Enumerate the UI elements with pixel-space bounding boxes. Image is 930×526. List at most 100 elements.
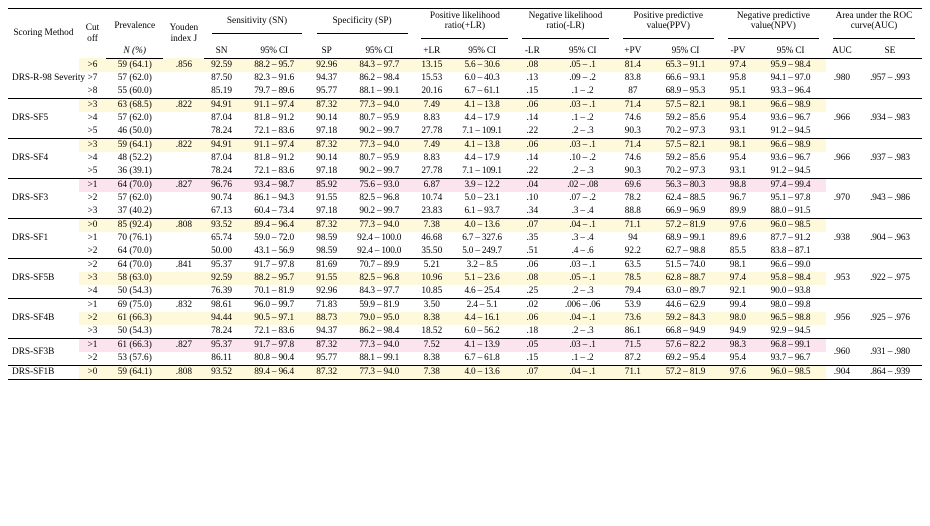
auc-cell: .904 xyxy=(826,365,858,379)
plr-ci-cell: 7.1 – 109.1 xyxy=(449,165,515,179)
table-row: >261 (66.3)94.4490.5 – 97.188.7379.0 – 9… xyxy=(8,312,922,325)
prevalence-cell: 57 (62.0) xyxy=(106,72,163,85)
prevalence-cell: 57 (62.0) xyxy=(106,192,163,205)
plr-cell: 15.53 xyxy=(415,72,449,85)
sp-cell: 95.77 xyxy=(310,352,344,366)
sp-ci-cell: 59.9 – 81.9 xyxy=(344,298,415,312)
npv-ci-cell: 91.2 – 94.5 xyxy=(755,125,826,139)
npv-cell: 98.8 xyxy=(721,178,755,192)
ppv-ci-cell: 70.2 – 97.3 xyxy=(650,125,721,139)
npv-ci-cell: 91.2 – 94.5 xyxy=(755,165,826,179)
cutoff-cell: >4 xyxy=(79,112,106,125)
youden-cell xyxy=(163,85,204,99)
table-row: DRS-SF5B>264 (70.0).84195.3791.7 – 97.88… xyxy=(8,258,922,272)
method-cell: DRS-SF1 xyxy=(8,218,79,258)
ppv-cell: 71.4 xyxy=(616,138,650,152)
ppv-ci-cell: 59.2 – 85.6 xyxy=(650,112,721,125)
prevalence-cell: 59 (64.1) xyxy=(106,58,163,72)
npv-cell: 89.9 xyxy=(721,205,755,219)
plr-ci-cell: 2.4 – 5.1 xyxy=(449,298,515,312)
youden-cell: .808 xyxy=(163,218,204,232)
cutoff-cell: >2 xyxy=(79,312,106,325)
ppv-ci-cell: 63.0 – 89.7 xyxy=(650,285,721,299)
cutoff-cell: >2 xyxy=(79,245,106,259)
nlr-ci-cell: .4 – .6 xyxy=(549,245,615,259)
nlr-cell: .35 xyxy=(515,232,549,245)
youden-cell: .822 xyxy=(163,138,204,152)
nlr-ci-cell: .3 – .4 xyxy=(549,205,615,219)
sn-cell: 78.24 xyxy=(204,165,238,179)
ppv-ci-cell: 59.2 – 85.6 xyxy=(650,152,721,165)
method-cell: DRS-SF5B xyxy=(8,258,79,298)
sn-cell: 94.91 xyxy=(204,138,238,152)
hdr-auc-group: Area under the ROC curve(AUC) xyxy=(826,9,922,45)
plr-ci-cell: 4.6 – 25.4 xyxy=(449,285,515,299)
sp-cell: 97.18 xyxy=(310,125,344,139)
npv-cell: 97.4 xyxy=(721,58,755,72)
table-row: >450 (54.3)76.3970.1 – 81.992.9684.3 – 9… xyxy=(8,285,922,299)
sp-cell: 91.55 xyxy=(310,192,344,205)
npv-ci-cell: 88.0 – 91.5 xyxy=(755,205,826,219)
cutoff-cell: >3 xyxy=(79,138,106,152)
nlr-ci-cell: .03 – .1 xyxy=(549,258,615,272)
sn-ci-cell: 91.7 – 97.8 xyxy=(239,258,310,272)
nlr-ci-cell: .03 – .1 xyxy=(549,138,615,152)
sn-ci-cell: 79.7 – 89.6 xyxy=(239,85,310,99)
sn-ci-cell: 70.1 – 81.9 xyxy=(239,285,310,299)
ppv-ci-cell: 57.5 – 82.1 xyxy=(650,98,721,112)
sn-ci-cell: 91.1 – 97.4 xyxy=(239,98,310,112)
ppv-ci-cell: 66.9 – 96.9 xyxy=(650,205,721,219)
ppv-ci-cell: 68.9 – 99.1 xyxy=(650,232,721,245)
sn-cell: 93.52 xyxy=(204,365,238,379)
sn-ci-cell: 72.1 – 83.6 xyxy=(239,325,310,339)
sp-ci-cell: 86.2 – 98.4 xyxy=(344,72,415,85)
sp-cell: 92.96 xyxy=(310,285,344,299)
npv-ci-cell: 96.6 – 99.0 xyxy=(755,258,826,272)
ppv-cell: 74.6 xyxy=(616,112,650,125)
youden-cell xyxy=(163,192,204,205)
prevalence-cell: 59 (64.1) xyxy=(106,365,163,379)
plr-cell: 7.49 xyxy=(415,98,449,112)
npv-ci-cell: 92.9 – 94.5 xyxy=(755,325,826,339)
plr-cell: 13.15 xyxy=(415,58,449,72)
sn-ci-cell: 72.1 – 83.6 xyxy=(239,165,310,179)
youden-cell: .822 xyxy=(163,98,204,112)
npv-ci-cell: 96.6 – 98.9 xyxy=(755,98,826,112)
nlr-cell: .15 xyxy=(515,352,549,366)
method-cell: DRS-SF5 xyxy=(8,98,79,138)
cutoff-cell: >8 xyxy=(79,85,106,99)
ppv-ci-cell: 70.2 – 97.3 xyxy=(650,165,721,179)
plr-ci-cell: 4.1 – 13.8 xyxy=(449,138,515,152)
table-row: >257 (62.0)90.7486.1 – 94.391.5582.5 – 9… xyxy=(8,192,922,205)
sn-cell: 85.19 xyxy=(204,85,238,99)
npv-ci-cell: 90.0 – 93.8 xyxy=(755,285,826,299)
ppv-cell: 71.1 xyxy=(616,365,650,379)
auc-cell: .980 xyxy=(826,58,858,98)
sp-cell: 90.14 xyxy=(310,152,344,165)
ppv-cell: 79.4 xyxy=(616,285,650,299)
sn-ci-cell: 81.8 – 91.2 xyxy=(239,152,310,165)
ppv-ci-cell: 69.2 – 95.4 xyxy=(650,352,721,366)
plr-cell: 18.52 xyxy=(415,325,449,339)
npv-cell: 85.5 xyxy=(721,245,755,259)
method-cell: DRS-SF3 xyxy=(8,178,79,218)
youden-cell xyxy=(163,72,204,85)
cutoff-cell: >6 xyxy=(79,58,106,72)
ppv-cell: 88.8 xyxy=(616,205,650,219)
plr-cell: 7.38 xyxy=(415,218,449,232)
prevalence-cell: 85 (92.4) xyxy=(106,218,163,232)
sp-cell: 97.18 xyxy=(310,205,344,219)
sn-ci-cell: 43.1 – 56.9 xyxy=(239,245,310,259)
ppv-ci-cell: 62.4 – 88.5 xyxy=(650,192,721,205)
nlr-cell: .34 xyxy=(515,205,549,219)
nlr-cell: .08 xyxy=(515,272,549,285)
nlr-cell: .51 xyxy=(515,245,549,259)
ppv-ci-cell: 56.3 – 80.3 xyxy=(650,178,721,192)
npv-ci-cell: 83.8 – 87.1 xyxy=(755,245,826,259)
plr-cell: 10.74 xyxy=(415,192,449,205)
sp-ci-cell: 86.2 – 98.4 xyxy=(344,325,415,339)
sp-ci-cell: 90.2 – 99.7 xyxy=(344,165,415,179)
npv-ci-cell: 87.7 – 91.2 xyxy=(755,232,826,245)
prevalence-cell: 64 (70.0) xyxy=(106,258,163,272)
sn-ci-cell: 96.0 – 99.7 xyxy=(239,298,310,312)
